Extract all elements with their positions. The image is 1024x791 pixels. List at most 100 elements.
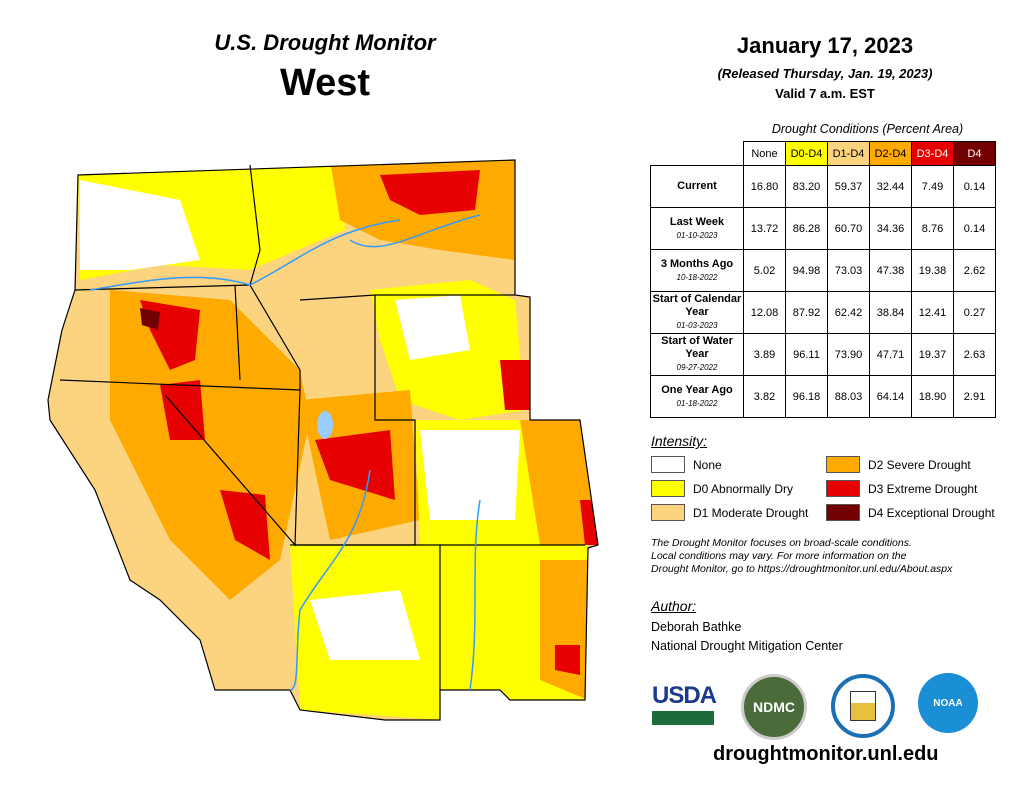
row-date: 10-18-2022 (676, 272, 718, 282)
row-date: 09-27-2022 (676, 363, 718, 372)
row-date: 01-03-2023 (676, 321, 718, 330)
table-cell: 88.03 (827, 375, 870, 418)
state-borders (47, 159, 599, 721)
row-label: Start of Calendar Year 01-03-2023 (650, 291, 744, 334)
author-org: National Drought Mitigation Center (651, 639, 843, 653)
table-cell: 18.90 (911, 375, 954, 418)
d4-area (140, 308, 160, 330)
col-d3: D3-D4 (911, 141, 954, 166)
legend-label: None (693, 457, 722, 472)
rivers (89, 214, 481, 691)
d3-area (315, 430, 395, 500)
table-cell: 5.02 (743, 249, 786, 292)
table-cell: 96.11 (785, 333, 828, 376)
table-header-row: None D0-D4 D1-D4 D2-D4 D3-D4 D4 (651, 141, 996, 166)
table-row: Start of Water Year 09-27-2022 3.89 96.11 73… (650, 333, 996, 376)
table-cell: 96.18 (785, 375, 828, 418)
col-d2: D2-D4 (869, 141, 912, 166)
disclaimer-note: The Drought Monitor focuses on broad-sca… (651, 537, 991, 576)
table-cell: 12.41 (911, 291, 954, 334)
table-row: Last Week 01-10-2023 13.72 86.28 60.70 34.36 8… (650, 207, 996, 250)
table-cell: 19.37 (911, 333, 954, 376)
row-label-text: Start of Water Year (661, 335, 733, 360)
row-label-text: One Year Ago (661, 383, 733, 396)
ndmc-logo: NDMC (741, 674, 807, 740)
table-cell: 7.49 (911, 165, 954, 208)
table-cell: 2.62 (953, 249, 996, 292)
noaa-logo: NOAA (918, 673, 978, 733)
legend-item: None (651, 456, 722, 473)
table-cell: 87.92 (785, 291, 828, 334)
legend-title: Intensity: (651, 433, 708, 449)
legend-label: D4 Exceptional Drought (868, 505, 995, 520)
blank-cell (651, 142, 744, 166)
website-link[interactable]: droughtmonitor.unl.edu (713, 743, 939, 765)
row-label: Last Week 01-10-2023 (650, 207, 744, 250)
legend-item: D0 Abnormally Dry (651, 480, 793, 497)
map-date: January 17, 2023 (736, 33, 914, 58)
none-area (310, 590, 420, 660)
none-area (420, 430, 520, 520)
d0-area (290, 545, 588, 720)
d3-area (555, 645, 580, 675)
table-cell: 73.90 (827, 333, 870, 376)
d3-area (220, 490, 270, 560)
legend-label: D3 Extreme Drought (868, 481, 978, 496)
row-label: 3 Months Ago 10-18-2022 (650, 249, 744, 292)
table-cell: 86.28 (785, 207, 828, 250)
table-caption: Drought Conditions (Percent Area) (771, 122, 964, 136)
drought-conditions-table: None D0-D4 D1-D4 D2-D4 D3-D4 D4 Current 1… (650, 141, 996, 418)
great-salt-lake (317, 411, 333, 439)
d2-area (540, 560, 590, 700)
table-cell: 0.14 (953, 207, 996, 250)
table-cell: 34.36 (869, 207, 912, 250)
d3-area (500, 360, 530, 410)
row-label-text: Start of Calendar Year (652, 293, 742, 318)
table-cell: 3.82 (743, 375, 786, 418)
row-label-text: 3 Months Ago (660, 257, 734, 270)
author-info: Deborah Bathke National Drought Mitigati… (651, 618, 843, 656)
table-cell: 47.71 (869, 333, 912, 376)
legend-swatch (826, 456, 860, 473)
col-none: None (743, 141, 786, 166)
table-cell: 13.72 (743, 207, 786, 250)
author-name: Deborah Bathke (651, 620, 742, 634)
table-cell: 16.80 (743, 165, 786, 208)
table-cell: 47.38 (869, 249, 912, 292)
table-row: 3 Months Ago 10-18-2022 5.02 94.98 73.03 47.3… (650, 249, 996, 292)
row-label: Start of Water Year 09-27-2022 (650, 333, 744, 376)
table-cell: 0.27 (953, 291, 996, 334)
region-title: West (279, 62, 371, 104)
note-line: Local conditions may vary. For more info… (651, 550, 907, 562)
table-cell: 19.38 (911, 249, 954, 292)
table-cell: 32.44 (869, 165, 912, 208)
table-row: Current 16.80 83.20 59.37 32.44 7.49 0.14 (650, 165, 996, 208)
col-d1: D1-D4 (827, 141, 870, 166)
legend-label: D1 Moderate Drought (693, 505, 809, 520)
table-cell: 64.14 (869, 375, 912, 418)
col-d0: D0-D4 (785, 141, 828, 166)
valid-time: Valid 7 a.m. EST (775, 86, 875, 101)
release-date: (Released Thursday, Jan. 19, 2023) (717, 66, 933, 81)
table-cell: 12.08 (743, 291, 786, 334)
legend-swatch (651, 480, 685, 497)
author-title: Author: (651, 598, 697, 614)
row-label-text: Last Week (669, 215, 725, 228)
legend-item: D2 Severe Drought (826, 456, 971, 473)
legend-swatch (651, 456, 685, 473)
table-cell: 62.42 (827, 291, 870, 334)
program-title: U.S. Drought Monitor (214, 30, 436, 55)
table-cell: 94.98 (785, 249, 828, 292)
commerce-seal-logo (831, 674, 895, 738)
d3-area (160, 380, 205, 440)
table-cell: 2.91 (953, 375, 996, 418)
legend-swatch (826, 480, 860, 497)
row-label: Current (650, 165, 744, 208)
drought-map (47, 159, 599, 721)
row-date: 01-10-2023 (676, 230, 718, 240)
table-cell: 73.03 (827, 249, 870, 292)
legend-swatch (826, 504, 860, 521)
row-label-text: Current (677, 180, 717, 192)
legend-label: D0 Abnormally Dry (693, 481, 794, 496)
